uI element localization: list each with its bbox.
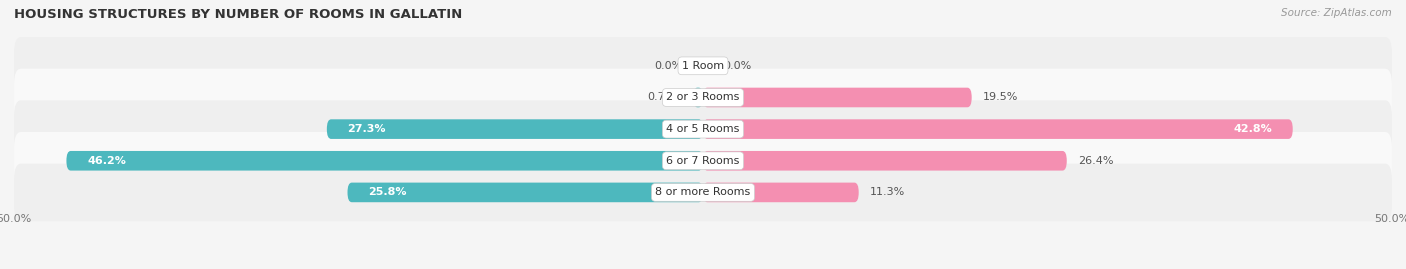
FancyBboxPatch shape bbox=[693, 88, 703, 107]
Text: HOUSING STRUCTURES BY NUMBER OF ROOMS IN GALLATIN: HOUSING STRUCTURES BY NUMBER OF ROOMS IN… bbox=[14, 8, 463, 21]
Text: 25.8%: 25.8% bbox=[368, 187, 406, 197]
Text: 4 or 5 Rooms: 4 or 5 Rooms bbox=[666, 124, 740, 134]
FancyBboxPatch shape bbox=[703, 119, 1292, 139]
FancyBboxPatch shape bbox=[703, 88, 972, 107]
FancyBboxPatch shape bbox=[703, 151, 1067, 171]
Text: 46.2%: 46.2% bbox=[87, 156, 127, 166]
Text: Source: ZipAtlas.com: Source: ZipAtlas.com bbox=[1281, 8, 1392, 18]
FancyBboxPatch shape bbox=[66, 151, 703, 171]
FancyBboxPatch shape bbox=[703, 183, 859, 202]
Text: 0.0%: 0.0% bbox=[724, 61, 752, 71]
FancyBboxPatch shape bbox=[14, 100, 1392, 158]
FancyBboxPatch shape bbox=[326, 119, 703, 139]
Text: 8 or more Rooms: 8 or more Rooms bbox=[655, 187, 751, 197]
Text: 2 or 3 Rooms: 2 or 3 Rooms bbox=[666, 93, 740, 102]
Text: 0.0%: 0.0% bbox=[654, 61, 682, 71]
Text: 11.3%: 11.3% bbox=[870, 187, 905, 197]
Text: 1 Room: 1 Room bbox=[682, 61, 724, 71]
FancyBboxPatch shape bbox=[14, 37, 1392, 95]
Text: 27.3%: 27.3% bbox=[347, 124, 387, 134]
FancyBboxPatch shape bbox=[347, 183, 703, 202]
FancyBboxPatch shape bbox=[14, 69, 1392, 126]
Text: 42.8%: 42.8% bbox=[1233, 124, 1272, 134]
Text: 19.5%: 19.5% bbox=[983, 93, 1018, 102]
Text: 0.72%: 0.72% bbox=[647, 93, 682, 102]
FancyBboxPatch shape bbox=[14, 164, 1392, 221]
Text: 26.4%: 26.4% bbox=[1078, 156, 1114, 166]
FancyBboxPatch shape bbox=[14, 132, 1392, 190]
Text: 6 or 7 Rooms: 6 or 7 Rooms bbox=[666, 156, 740, 166]
